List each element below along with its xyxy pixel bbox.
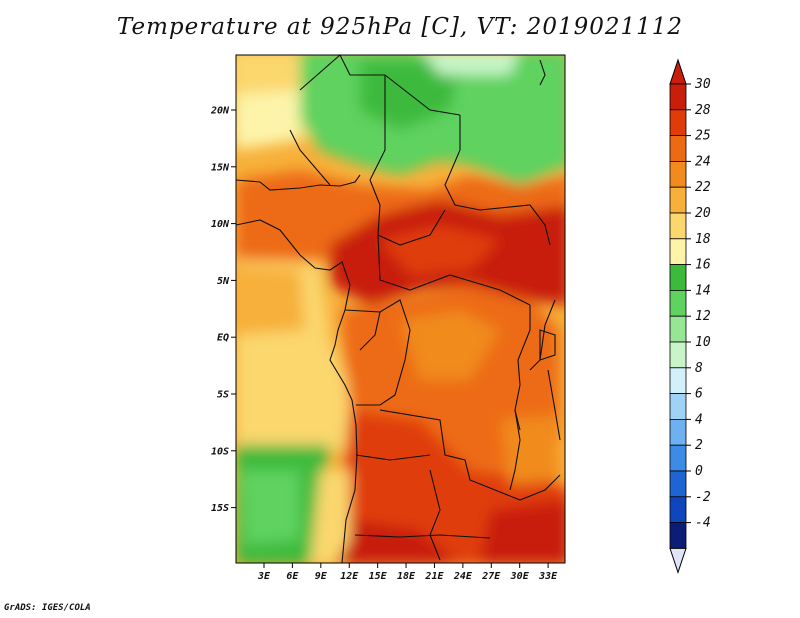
colorbar-swatch <box>669 212 687 240</box>
colorbar-swatch <box>669 135 687 162</box>
lat-label: 15N <box>211 162 230 173</box>
colorbar-swatch <box>669 418 687 446</box>
lon-label: 30E <box>510 571 530 582</box>
colorbar-label: -4 <box>695 516 711 531</box>
lon-label: 9E <box>315 571 328 582</box>
colorbar-label: 30 <box>694 77 711 92</box>
colorbar-label: 18 <box>695 232 711 247</box>
colorbar-label: 20 <box>695 206 711 221</box>
lat-label: 5S <box>217 390 229 401</box>
colorbar-label: 28 <box>695 103 711 118</box>
lon-label: 18E <box>397 571 416 582</box>
colorbar-swatch <box>669 315 687 343</box>
country-borders <box>236 55 561 563</box>
colorbar-swatch <box>669 393 687 420</box>
colorbar-swatch <box>669 470 687 498</box>
lat-label: 5N <box>217 276 230 287</box>
lat-label: 10S <box>211 446 229 457</box>
map-frame <box>235 54 566 564</box>
colorbar-label: 22 <box>695 180 711 195</box>
colorbar-swatch <box>669 238 687 266</box>
colorbar-swatch <box>669 186 687 214</box>
colorbar-swatch <box>669 522 687 549</box>
lon-label: 3E <box>257 571 271 582</box>
lat-label: 15S <box>211 503 229 514</box>
lon-label: 6E <box>286 571 299 582</box>
colorbar-label: 8 <box>695 361 703 376</box>
colorbar-swatch <box>669 367 687 394</box>
latitude-axis: 20N 15N 10N 5N EQ 5S 10S 15S <box>210 106 236 514</box>
lon-label: 33E <box>538 571 558 582</box>
lon-label: 27E <box>481 571 501 582</box>
colorbar-label: -2 <box>695 490 711 505</box>
colorbar-label: 4 <box>695 412 703 427</box>
colorbar-swatch <box>669 160 687 188</box>
colorbar-top-arrow <box>669 58 687 85</box>
colorbar-label: 6 <box>695 387 703 402</box>
lon-label: 21E <box>424 571 444 582</box>
colorbar-swatch <box>669 109 687 137</box>
colorbar-label: 25 <box>695 129 711 144</box>
lon-label: 12E <box>340 571 359 582</box>
colorbar-swatch <box>669 496 687 523</box>
colorbar-bottom-arrow <box>669 547 687 574</box>
colorbar-label: 10 <box>695 335 711 350</box>
map-title: Temperature at 925hPa [C], VT: 201902111… <box>116 14 684 40</box>
longitude-axis: 3E 6E 9E 12E 15E 18E 21E 24E 27E 30E 33E <box>257 563 558 582</box>
colorbar-label: 0 <box>695 464 703 479</box>
colorbar-swatch <box>669 444 687 472</box>
colorbar-label: 2 <box>695 438 703 453</box>
colorbar-label: 12 <box>695 309 711 324</box>
lon-label: 15E <box>369 571 388 582</box>
colorbar-label: 14 <box>695 283 711 298</box>
lat-label: 10N <box>211 219 230 230</box>
colorbar-label: 24 <box>695 154 711 169</box>
lat-label: 20N <box>210 106 230 117</box>
lon-label: 24E <box>453 571 473 582</box>
lat-label: EQ <box>217 333 229 344</box>
colorbar-swatch <box>669 83 687 111</box>
grads-credit: GrADS: IGES/COLA <box>4 603 91 613</box>
colorbar-swatch <box>669 341 687 369</box>
colorbar-swatch <box>669 289 687 317</box>
colorbar-swatch <box>669 264 687 291</box>
temperature-field <box>236 55 565 563</box>
colorbar-label: 16 <box>695 258 711 273</box>
